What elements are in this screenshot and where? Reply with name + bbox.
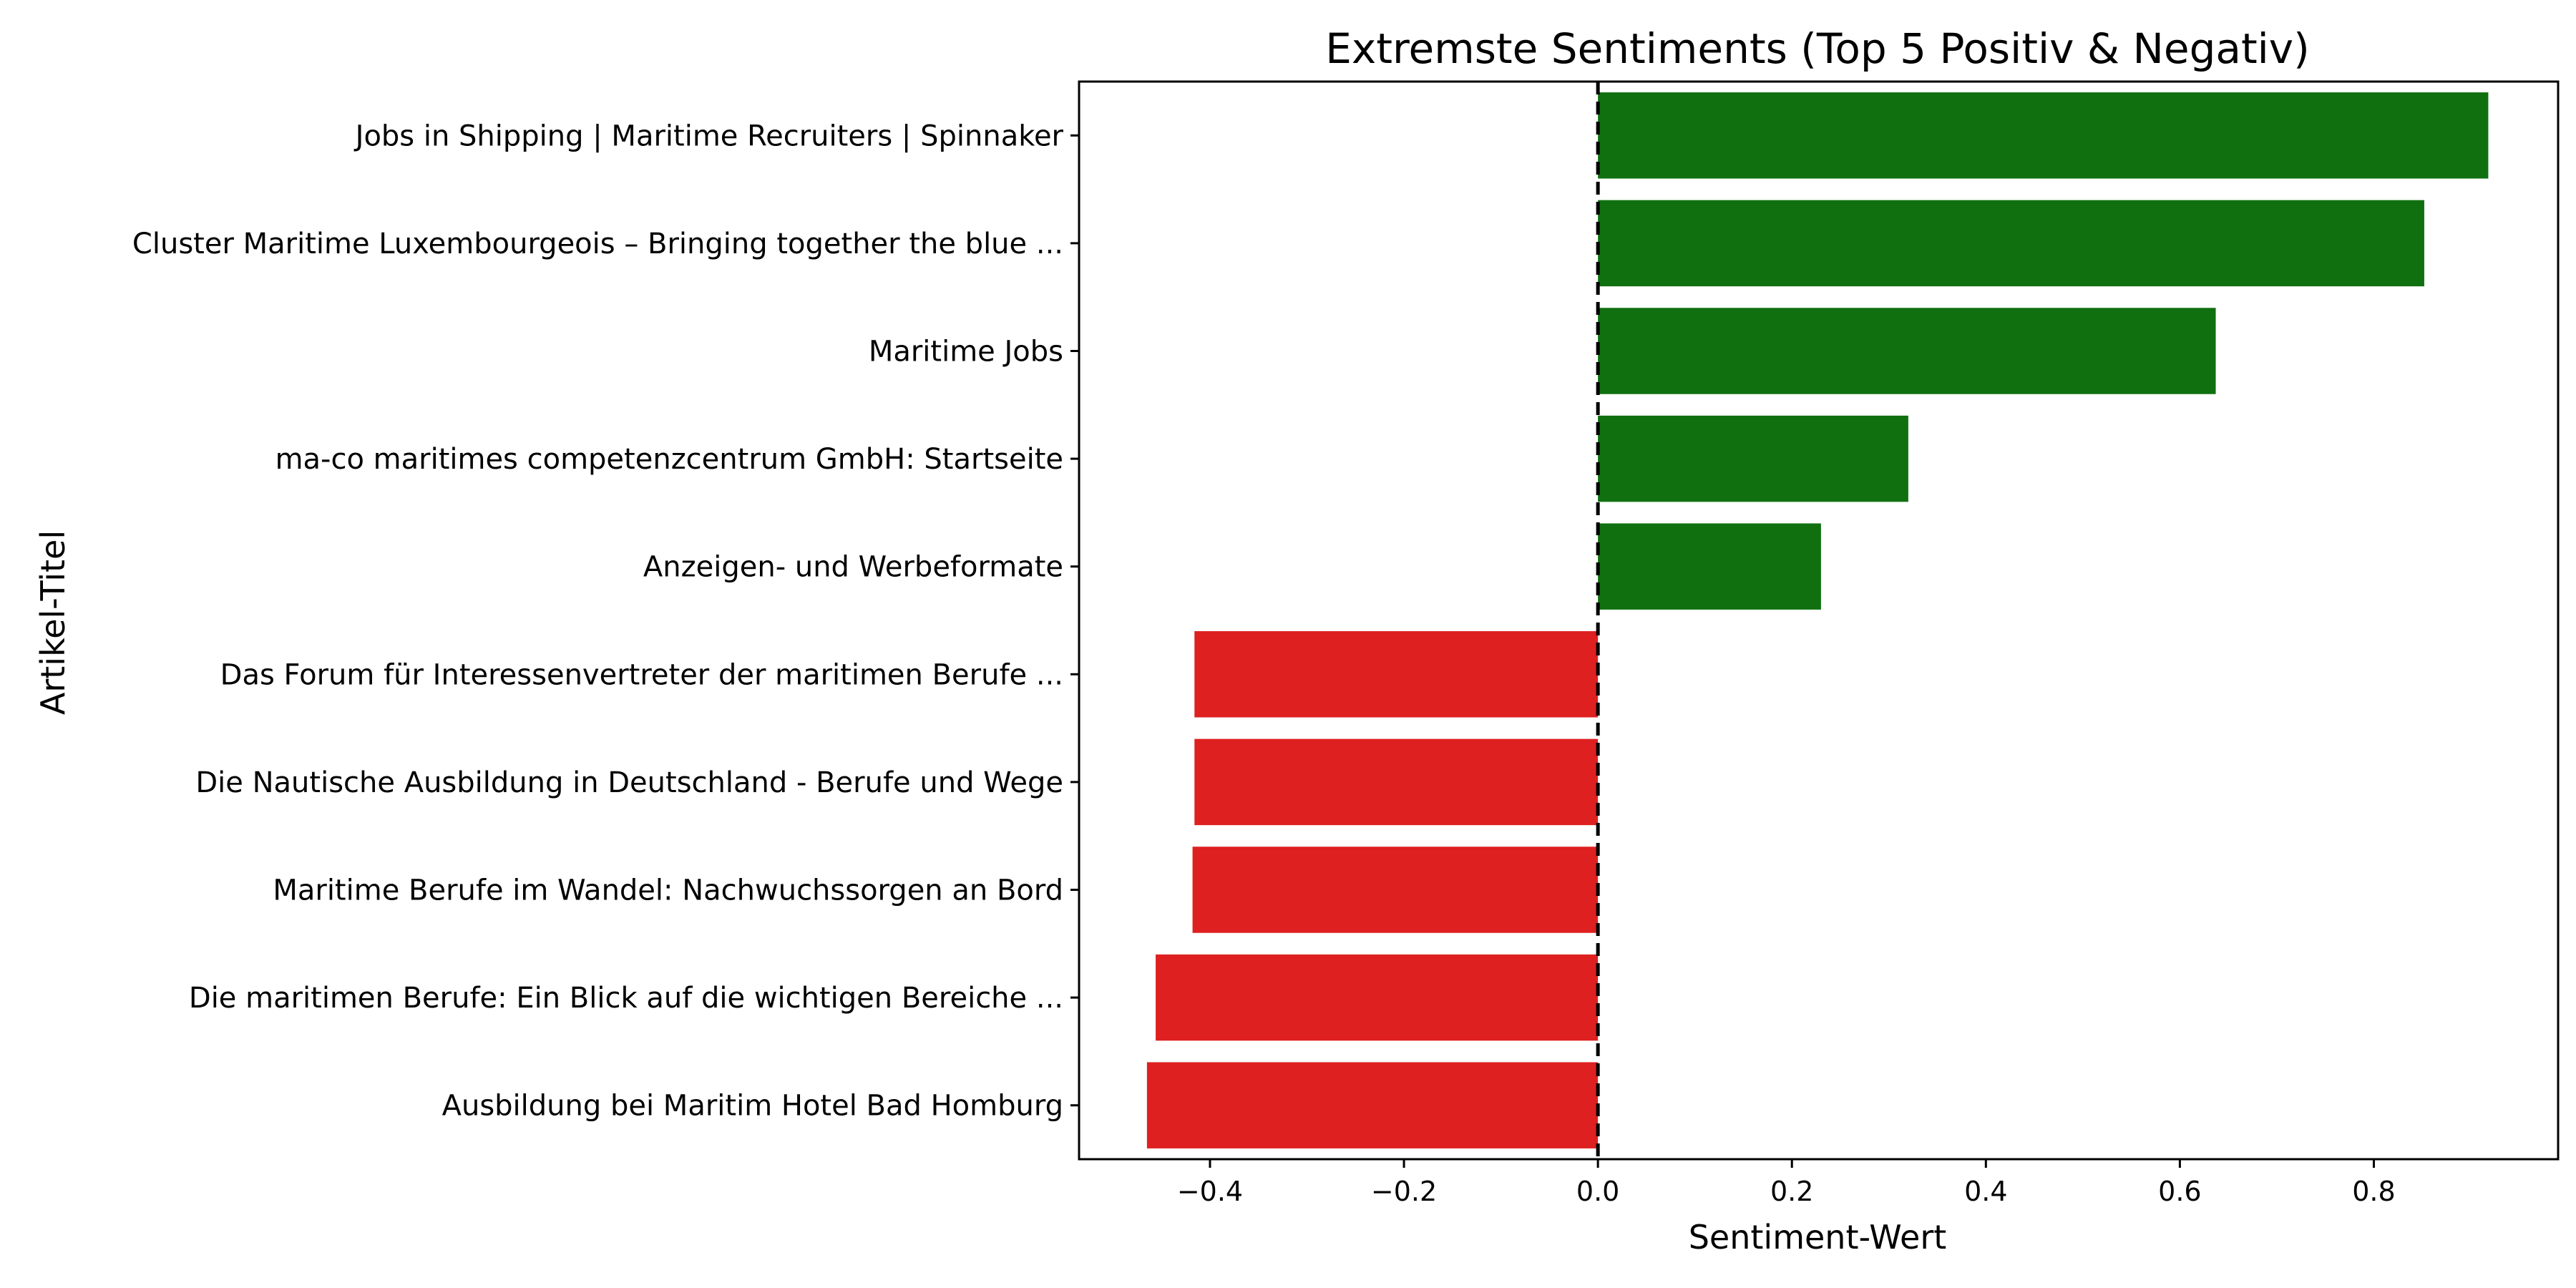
y-tick-label: Die Nautische Ausbildung in Deutschland … [195,766,1063,799]
bar [1156,954,1599,1041]
y-tick-label: Ausbildung bei Maritim Hotel Bad Homburg [442,1090,1063,1123]
bar [1598,523,1821,610]
x-tick-label: −0.2 [1371,1176,1437,1207]
plot-frame [1078,80,2560,1161]
x-axis-ticks: −0.4 −0.2 0.0 0.2 0.4 0.6 0.8 [1177,1159,2396,1207]
x-tick-label: 0.8 [2352,1176,2395,1207]
y-tick-label: Maritime Jobs [869,336,1063,369]
y-tick-label: Cluster Maritime Luxembourgeois – Bringi… [132,228,1063,260]
bar [1194,631,1599,718]
x-tick-label: 0.0 [1576,1176,1619,1207]
x-tick-label: 0.2 [1770,1176,1813,1207]
x-tick-label: −0.4 [1177,1176,1243,1207]
chart-title: Extremste Sentiments (Top 5 Positiv & Ne… [1325,24,2310,73]
y-axis-label: Artikel-Titel [34,530,72,715]
bar [1598,308,2216,394]
y-tick-label: ma-co maritimes competenzcentrum GmbH: S… [275,443,1063,476]
y-tick-label: Die maritimen Berufe: Ein Blick auf die … [189,982,1063,1015]
y-tick-label: Maritime Berufe im Wandel: Nachwuchssorg… [273,874,1063,907]
bar [1598,200,2424,287]
x-tick-label: 0.4 [1964,1176,2007,1207]
y-tick-label: Jobs in Shipping | Maritime Recruiters |… [353,119,1064,152]
x-axis-label: Sentiment-Wert [1689,1218,1947,1257]
bar [1146,1062,1599,1148]
bar [1598,92,2489,179]
y-axis-ticks: Jobs in Shipping | Maritime Recruiters |… [132,119,1079,1123]
y-tick-label: Anzeigen- und Werbeformate [643,551,1063,584]
y-tick-label: Das Forum für Interessenvertreter der ma… [220,658,1063,691]
bar [1192,847,1599,933]
bar [1598,415,1908,502]
bar [1194,738,1599,826]
bars-group [1146,92,2489,1148]
x-tick-label: 0.6 [2158,1176,2201,1207]
